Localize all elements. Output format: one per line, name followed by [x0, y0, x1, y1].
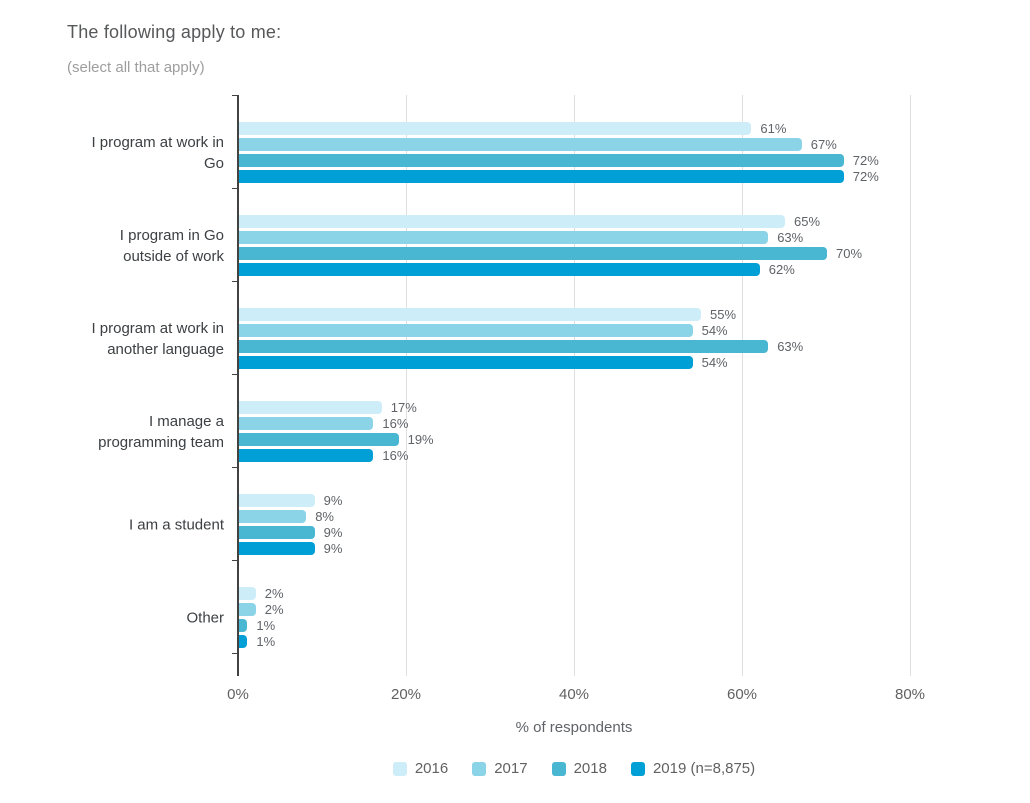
bar-value-label: 19% [407, 432, 434, 447]
bar-value-label: 9% [323, 493, 343, 508]
bar-2017 [239, 231, 769, 244]
y-axis-tick [232, 281, 238, 282]
legend-item: 2017 [472, 760, 528, 777]
bar-value-label: 54% [701, 323, 728, 338]
gridline [742, 95, 743, 676]
bar-2018 [239, 526, 315, 539]
bar-2016 [239, 308, 701, 321]
x-tick-label: 20% [390, 686, 422, 703]
gridline [406, 95, 407, 676]
bar-value-label: 70% [836, 246, 863, 261]
category-label: I program at work in Go [91, 134, 224, 172]
bar-value-label: 63% [777, 230, 804, 245]
category-label: I manage a programming team [98, 413, 224, 451]
bar-2019 [239, 635, 248, 648]
legend-label: 2019 (n=8,875) [652, 760, 756, 777]
bar-value-label: 1% [256, 618, 276, 633]
bar-2018 [239, 433, 399, 446]
bar-value-label: 72% [852, 169, 879, 184]
y-axis-line [237, 95, 239, 676]
bar-2017 [239, 510, 307, 523]
gridline [574, 95, 575, 676]
plot-area: 61% 67% 72% 72% 65% 63% 70% 62% 55% 54% 63% 54% 17% 1… [232, 95, 930, 676]
bar-2016 [239, 587, 256, 600]
bar-value-label: 72% [852, 153, 879, 168]
bar-2017 [239, 603, 256, 616]
legend: 2016 2017 2018 2019 (n=8,875) [238, 760, 910, 777]
legend-label: 2016 [414, 760, 449, 777]
y-axis-tick [232, 653, 238, 654]
chart-subtitle: (select all that apply) [67, 59, 205, 76]
x-tick-label: 60% [726, 686, 758, 703]
bar-2016 [239, 494, 315, 507]
bar-value-label: 54% [701, 355, 728, 370]
category-label: Other [186, 609, 224, 627]
bar-2019 [239, 449, 374, 462]
bar-2018 [239, 340, 769, 353]
bar-value-label: 17% [390, 400, 417, 415]
category-label: I am a student [128, 516, 224, 534]
bar-value-label: 61% [760, 121, 787, 136]
legend-item: 2016 [392, 760, 449, 777]
bar-2019 [239, 170, 844, 183]
bar-value-label: 67% [810, 137, 837, 152]
bar-2017 [239, 324, 693, 337]
bar-value-label: 2% [264, 602, 284, 617]
x-axis-title: % of respondents [515, 719, 633, 736]
gridline [910, 95, 911, 676]
legend-swatch [630, 761, 645, 776]
legend-item: 2019 (n=8,875) [630, 760, 756, 777]
legend-swatch [472, 761, 487, 776]
bar-2016 [239, 401, 382, 414]
bar-2018 [239, 619, 248, 632]
bar-2017 [239, 417, 374, 430]
bar-value-label: 55% [710, 307, 737, 322]
bar-value-label: 9% [323, 525, 343, 540]
x-axis-ticks: 0% 20% 40% 60% 80% [227, 686, 930, 706]
x-tick-label: 40% [558, 686, 590, 703]
bar-2016 [239, 215, 785, 228]
bar-2018 [239, 154, 844, 167]
bar-value-label: 62% [768, 262, 795, 277]
bar-2019 [239, 542, 315, 555]
category-label: I program in Go outside of work [119, 227, 224, 265]
bar-value-label: 8% [315, 509, 334, 524]
bar-value-label: 1% [256, 634, 276, 649]
legend-item: 2018 [551, 760, 607, 777]
bar-2019 [239, 263, 760, 276]
legend-swatch [551, 761, 566, 776]
bar-value-label: 2% [264, 586, 284, 601]
bar-value-label: 65% [794, 214, 821, 229]
category-labels: I program at work in Go I program in Go o… [74, 95, 224, 676]
y-axis-tick [232, 467, 238, 468]
legend-label: 2018 [573, 760, 607, 777]
bar-2019 [239, 356, 693, 369]
y-axis-tick [232, 95, 238, 96]
y-axis-tick [232, 374, 238, 375]
chart-title: The following apply to me: [67, 22, 282, 42]
category-label: I program at work in another language [91, 320, 224, 358]
bar-value-label: 63% [777, 339, 804, 354]
bar-value-label: 9% [323, 541, 343, 556]
bar-2017 [239, 138, 802, 151]
y-axis-tick [232, 560, 238, 561]
bar-2016 [239, 122, 752, 135]
bar-2018 [239, 247, 827, 260]
x-tick-label: 80% [894, 686, 926, 703]
legend-swatch [392, 761, 407, 776]
y-axis-tick [232, 188, 238, 189]
bar-value-label: 16% [382, 416, 409, 431]
bar-value-label: 16% [382, 448, 409, 463]
x-tick-label: 0% [227, 686, 249, 703]
legend-label: 2017 [494, 760, 528, 777]
